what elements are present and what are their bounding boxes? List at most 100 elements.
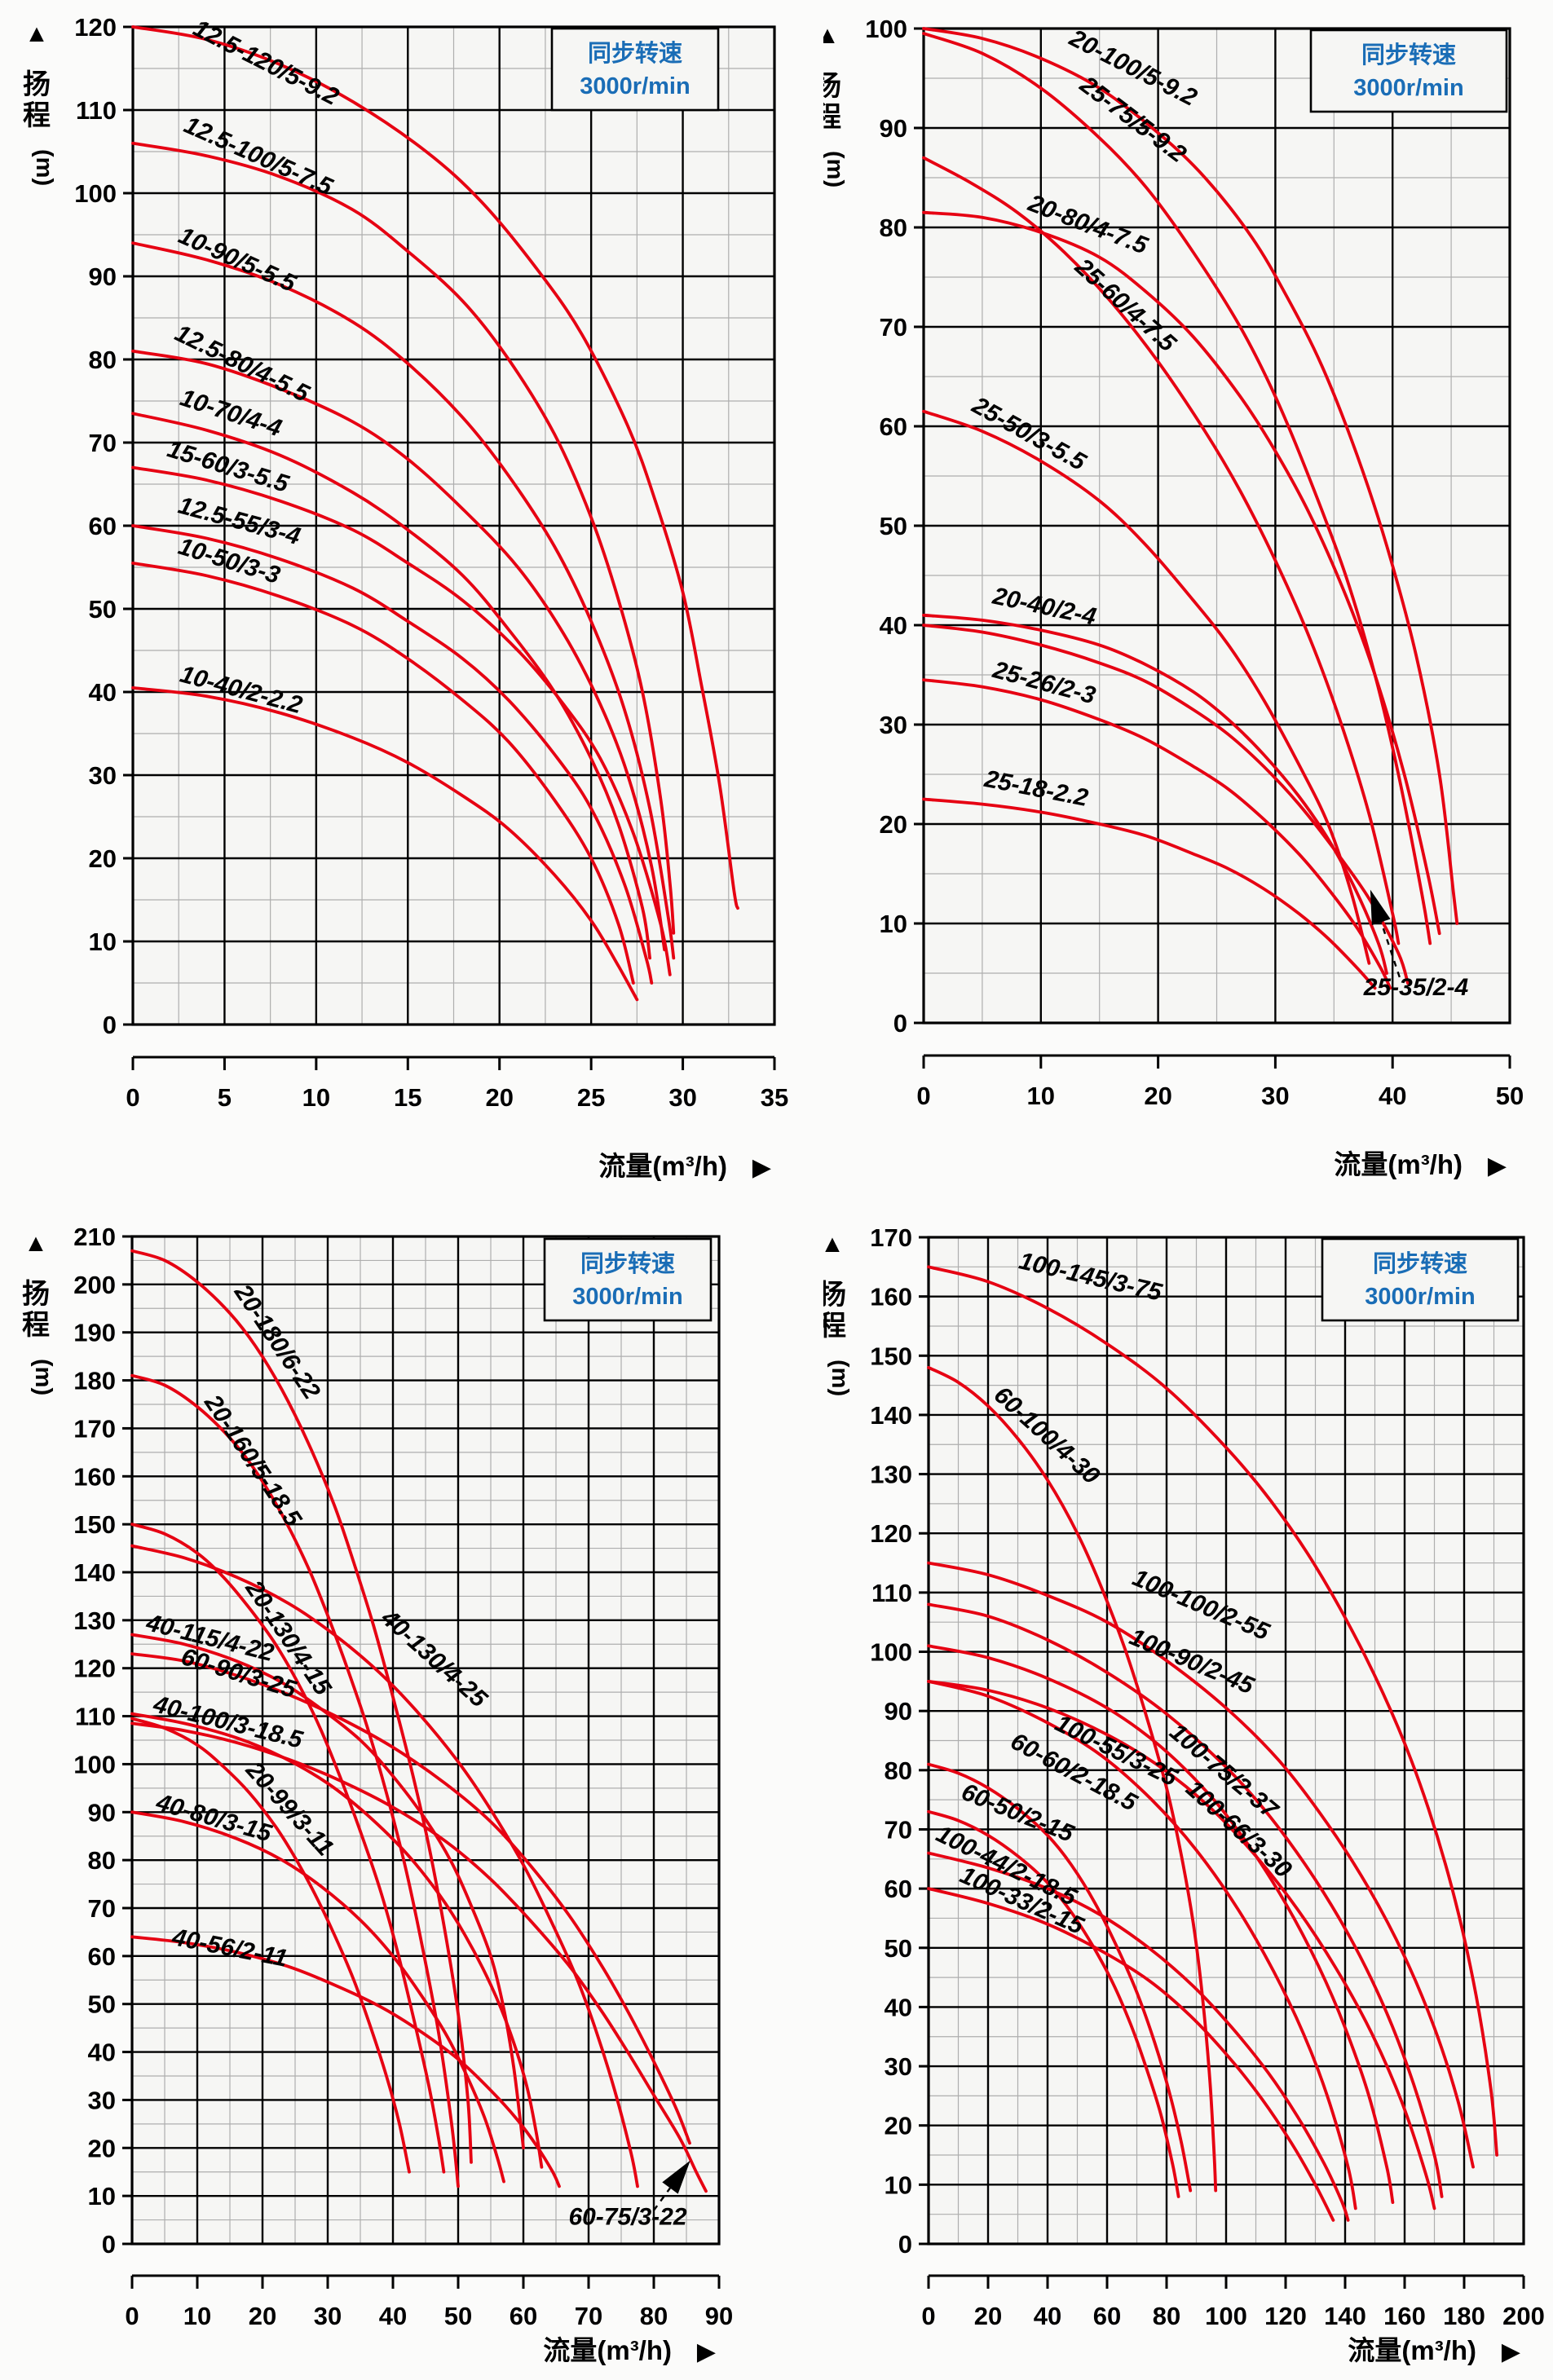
y-tick-label: 60: [880, 412, 907, 441]
curve-60-90/3-25: [130, 1652, 691, 2145]
y-tick-label: 60: [89, 512, 117, 540]
x-tick-label: 40: [379, 2302, 407, 2330]
curves: [922, 27, 1459, 990]
x-tick-label: 50: [444, 2302, 472, 2330]
svg-text:扬: 扬: [823, 71, 841, 102]
curve-100-44/2-18.5: [927, 1851, 1350, 2222]
annotation-60-75/3-22: 60-75/3-22: [568, 2160, 690, 2230]
y-tick-label: 0: [103, 1011, 117, 1039]
sync-speed-line2: 3000r/min: [572, 1284, 682, 1310]
y-tick-label: 50: [89, 595, 117, 624]
sync-speed-box: 同步转速 3000r/min: [1321, 1237, 1520, 1322]
x-tick-label: 40: [1379, 1082, 1406, 1110]
chart-bottom-right: 0 10 20 30 40 50 60 70 80 90 100 110 120 130 140 150 160…: [823, 1223, 1545, 2365]
curve-100-90/2-45: [927, 1602, 1444, 2198]
svg-text:流量(m³/h): 流量(m³/h): [543, 2335, 672, 2365]
svg-text:(m): (m): [823, 151, 848, 187]
x-tick-label: 0: [125, 2302, 139, 2330]
y-tick-label: 120: [73, 1655, 116, 1683]
y-tick-label: 50: [880, 512, 907, 540]
x-axis: 0 10 20 30 40 50: [916, 1054, 1524, 1110]
x-tick-label: 80: [1153, 2302, 1180, 2330]
y-tick-label: 30: [88, 2086, 116, 2114]
curves: [927, 1265, 1498, 2222]
annotation-label: 25-35/2-4: [1363, 974, 1469, 1001]
svg-text:程: 程: [823, 1311, 846, 1342]
y-tick-label: 110: [76, 96, 117, 125]
x-tick-label: 10: [183, 2302, 211, 2330]
y-axis-ticks: 0 10 20 30 40 50 60 70 80 90 100 110 120: [74, 13, 133, 1039]
x-tick-label: 20: [974, 2302, 1002, 2330]
sync-speed-box: 同步转速 3000r/min: [1309, 29, 1508, 113]
y-tick-label: 210: [73, 1223, 116, 1251]
y-tick-label: 30: [89, 761, 117, 790]
x-axis-title: 流量(m³/h) ▶: [598, 1151, 771, 1181]
y-tick-label: 50: [885, 1934, 912, 1963]
y-tick-label: 170: [870, 1223, 912, 1252]
y-tick-label: 0: [893, 1009, 907, 1038]
x-axis-title: 流量(m³/h) ▶: [1334, 1149, 1507, 1179]
y-tick-label: 20: [885, 2112, 912, 2140]
y-tick-label: 80: [88, 1846, 116, 1875]
curve-20-160/5-18.5: [130, 1373, 460, 2188]
svg-text:程: 程: [823, 102, 841, 133]
y-tick-label: 80: [880, 214, 907, 242]
annotation-label: 60-75/3-22: [568, 2203, 686, 2230]
curve-10-90/5-5.5: [131, 241, 676, 960]
curve-12.5-120/5-9.2: [131, 25, 739, 910]
plot-border: [927, 1236, 1525, 2246]
curve-40-80/3-15: [130, 1810, 505, 2184]
curve-60-60/2-18.5: [927, 1762, 1193, 2193]
y-tick-label: 120: [74, 13, 117, 42]
curves: [131, 25, 739, 1002]
x-tick-label: 0: [916, 1082, 930, 1110]
y-axis-arrow-icon: ▲: [24, 1230, 48, 1257]
curve-100-100/2-55: [927, 1561, 1475, 2169]
x-tick-label: 120: [1264, 2302, 1307, 2330]
y-tick-label: 150: [73, 1510, 116, 1539]
y-tick-label: 190: [73, 1319, 116, 1347]
y-tick-label: 30: [885, 2052, 912, 2081]
x-tick-label: 0: [921, 2302, 935, 2330]
y-tick-label: 140: [73, 1558, 116, 1587]
chart-bottom-left: 0102030405060708090100110120130140150160…: [22, 1223, 733, 2365]
y-tick-label: 60: [88, 1942, 116, 1971]
curve-25-26/2-3: [922, 678, 1392, 990]
y-tick-label: 80: [885, 1756, 912, 1785]
svg-text:(m): (m): [31, 149, 57, 186]
y-tick-label: 20: [88, 2134, 116, 2162]
y-axis-title: ▲ 扬程 (m): [823, 1231, 853, 1396]
y-tick-label: 10: [88, 2182, 116, 2210]
y-tick-label: 60: [885, 1875, 912, 1903]
grid-major: [929, 1237, 1524, 2244]
y-tick-label: 0: [102, 2230, 116, 2259]
y-tick-label: 20: [880, 810, 907, 839]
curve-20-40/2-4: [922, 613, 1388, 975]
curve-10-40/2-2.2: [131, 686, 639, 1002]
y-tick-label: 100: [74, 179, 117, 208]
curve-40-56/2-11: [130, 1935, 561, 2188]
y-tick-label: 0: [898, 2230, 912, 2259]
x-tick-label: 90: [705, 2302, 733, 2330]
curve-25-18-2.2: [922, 797, 1377, 990]
y-tick-label: 70: [88, 1894, 116, 1923]
x-tick-label: 180: [1443, 2302, 1485, 2330]
y-tick-label: 40: [885, 1993, 912, 2021]
svg-text:程: 程: [23, 100, 51, 131]
x-axis-arrow-icon: ▶: [1488, 1153, 1507, 1179]
curve-12.5-100/5-7.5: [131, 141, 676, 935]
sync-speed-line2: 3000r/min: [1353, 75, 1463, 101]
x-tick-label: 40: [1034, 2302, 1061, 2330]
curve-40-130/4-25: [130, 1544, 639, 2188]
y-axis-ticks: 0 10 20 30 40 50 60 70 80 90 100 110 120 130 140 150 160…: [73, 1223, 132, 2259]
x-tick-label: 0: [126, 1083, 139, 1112]
y-axis-title: ▲ 扬程 (m): [22, 1230, 56, 1395]
y-tick-label: 140: [870, 1401, 912, 1430]
curve-40-115/4-22: [130, 1633, 525, 2150]
curve-100-33/2-15: [927, 1887, 1335, 2222]
curve-100-66/3-30: [927, 1644, 1395, 2204]
curve-100-145/3-75: [927, 1265, 1498, 2157]
curve-20-100/5-9.2: [922, 27, 1459, 925]
y-tick-label: 90: [89, 262, 117, 291]
